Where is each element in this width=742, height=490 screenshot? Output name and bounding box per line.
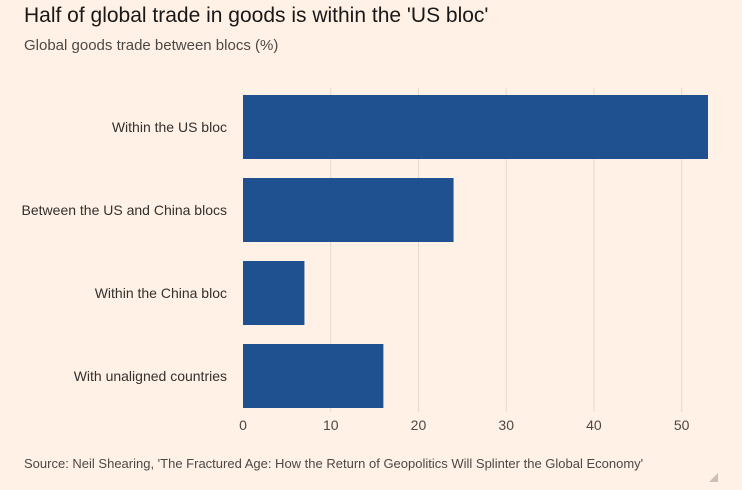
source-note: Source: Neil Shearing, 'The Fractured Ag… — [24, 456, 644, 471]
x-tick-label: 0 — [239, 417, 247, 433]
x-tick-label: 30 — [498, 417, 514, 433]
bar-chart: Within the US bloc Between the US and Chi… — [22, 88, 708, 433]
x-tick-label: 50 — [674, 417, 690, 433]
x-axis-ticks: 0 10 20 30 40 50 — [239, 417, 690, 433]
category-label: Within the China bloc — [95, 285, 227, 301]
chart-title: Half of global trade in goods is within … — [24, 4, 489, 27]
x-tick-label: 40 — [586, 417, 602, 433]
chart-subtitle: Global goods trade between blocs (%) — [24, 37, 279, 54]
bar — [243, 344, 384, 408]
x-tick-label: 20 — [411, 417, 427, 433]
x-tick-label: 10 — [323, 417, 339, 433]
category-labels: Within the US bloc Between the US and Chi… — [22, 119, 227, 384]
bar — [243, 178, 454, 242]
category-label: With unaligned countries — [74, 368, 227, 384]
category-label: Within the US bloc — [112, 119, 227, 135]
category-label: Between the US and China blocs — [22, 202, 227, 218]
bar — [243, 261, 305, 325]
bar — [243, 95, 708, 159]
bars — [243, 95, 708, 408]
corner-resize-icon — [709, 473, 718, 482]
